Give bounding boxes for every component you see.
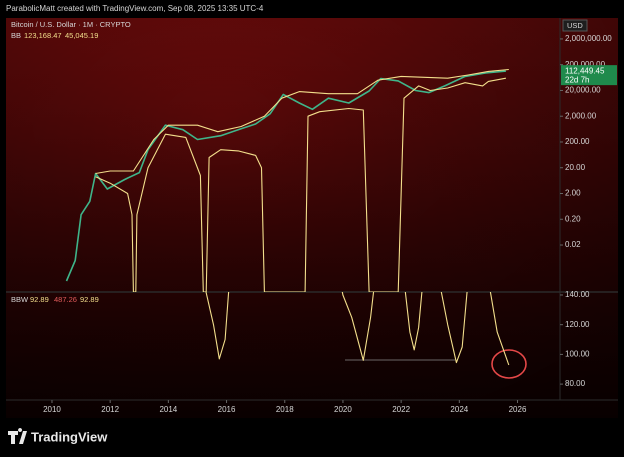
logo-mark — [8, 428, 27, 444]
last-price-label: 112,449.45 — [565, 66, 605, 75]
bb-name: BB — [11, 31, 21, 40]
x-tick-label: 2014 — [159, 405, 177, 414]
y-tick-label: 0.02 — [565, 240, 581, 249]
bb-lower: 45,045.19 — [65, 31, 98, 40]
plot — [65, 68, 509, 292]
x-tick-label: 2016 — [218, 405, 236, 414]
y-tick-label: 20,000.00 — [565, 86, 601, 95]
series-line — [95, 77, 506, 292]
series-line — [95, 68, 509, 175]
plot — [205, 292, 510, 366]
y-tick-label: 200.00 — [565, 137, 590, 146]
y-tick-label: 100.00 — [565, 350, 590, 359]
bbw-name: BBW — [11, 295, 29, 304]
y-tick-label: 2,000.00 — [565, 111, 597, 120]
series-line — [205, 292, 510, 366]
y-tick-label: 2.00 — [565, 189, 581, 198]
y-tick-label: 0.20 — [565, 214, 581, 223]
logo-text: TradingView — [31, 429, 108, 444]
logo: TradingView — [8, 428, 108, 444]
x-tick-label: 2018 — [276, 405, 294, 414]
x-tick-label: 2020 — [334, 405, 352, 414]
vignette — [6, 18, 618, 418]
y-tick-label: 140.00 — [565, 290, 590, 299]
countdown: 22d 7h — [565, 75, 589, 84]
bbw-value: 92.89 — [30, 295, 49, 304]
bbw-upper: 487.26 — [54, 295, 77, 304]
series-line — [65, 70, 506, 282]
currency[interactable]: USD — [567, 21, 583, 30]
symbol-title: Bitcoin / U.S. Dollar · 1M · CRYPTO — [11, 20, 131, 29]
y-tick-label: 120.00 — [565, 320, 590, 329]
last-price-box — [561, 65, 617, 86]
x-tick-label: 2010 — [43, 405, 61, 414]
currency-box[interactable] — [562, 19, 588, 32]
y-tick-label: 200,000.00 — [565, 60, 606, 69]
bbw-lower: 92.89 — [80, 295, 99, 304]
x-tick-label: 2024 — [450, 405, 468, 414]
x-tick-label: 2026 — [509, 405, 527, 414]
x-tick-label: 2012 — [101, 405, 119, 414]
y-tick-label: 20.00 — [565, 163, 586, 172]
y-tick-label: 80.00 — [565, 379, 586, 388]
y-tick-label: 2,000,000.00 — [565, 34, 612, 43]
highlight-circle — [491, 349, 527, 379]
bb-upper: 123,168.47 — [24, 31, 62, 40]
x-tick-label: 2022 — [392, 405, 410, 414]
header: ParabolicMatt created with TradingView.c… — [6, 4, 264, 13]
